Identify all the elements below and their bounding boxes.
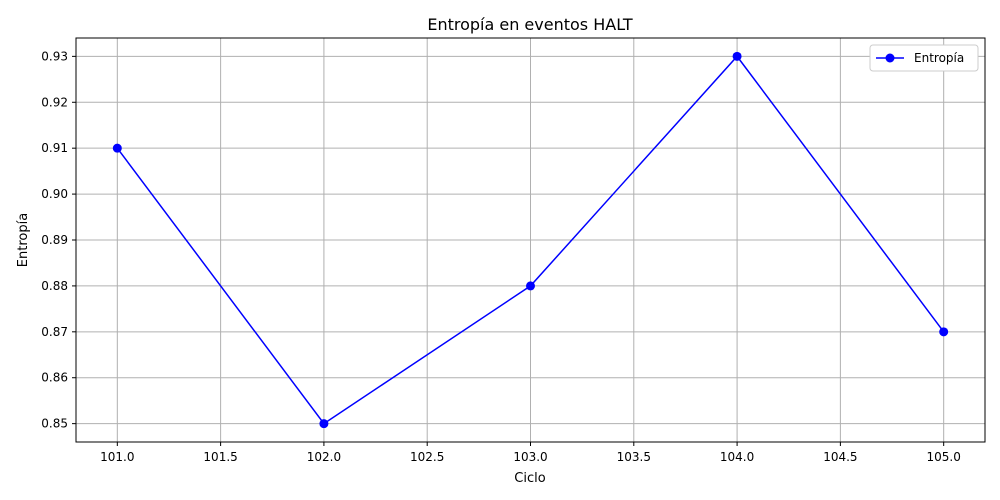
legend-marker-swatch xyxy=(885,53,895,63)
tick-layer: 101.0 101.5 102.0 102.5 103.0 103.5 104.0 104.5… xyxy=(41,49,961,464)
x-tick-label: 105.0 xyxy=(927,450,961,464)
legend: Entropía xyxy=(869,44,979,72)
x-tick-label: 104.0 xyxy=(720,450,754,464)
y-tick-label: 0.87 xyxy=(41,325,68,339)
y-tick-label: 0.92 xyxy=(41,95,68,109)
data-point xyxy=(939,327,949,337)
y-axis-label: Entropía xyxy=(16,213,31,267)
x-tick-label: 103.5 xyxy=(617,450,651,464)
chart-title: Entropía en eventos HALT xyxy=(427,15,633,34)
x-axis-label: Ciclo xyxy=(514,471,545,486)
data-point xyxy=(732,51,742,61)
data-point xyxy=(319,419,329,429)
x-tick-label: 103.0 xyxy=(513,450,547,464)
plot-area-frame xyxy=(75,37,986,443)
x-tick-label: 101.0 xyxy=(100,450,134,464)
y-tick-label: 0.88 xyxy=(41,279,68,293)
grid-layer xyxy=(76,38,985,442)
series-layer xyxy=(112,51,949,429)
x-tick-label: 102.5 xyxy=(410,450,444,464)
x-tick-label: 101.5 xyxy=(203,450,237,464)
y-tick-label: 0.91 xyxy=(41,141,68,155)
y-tick-label: 0.85 xyxy=(41,417,68,431)
data-point xyxy=(112,143,122,153)
x-tick-label: 104.5 xyxy=(823,450,857,464)
x-tick-label: 102.0 xyxy=(307,450,341,464)
y-tick-label: 0.90 xyxy=(41,187,68,201)
legend-frame xyxy=(869,44,979,72)
legend-entry-label: Entropía xyxy=(914,51,964,65)
y-tick-label: 0.86 xyxy=(41,371,68,385)
y-tick-label: 0.89 xyxy=(41,233,68,247)
y-tick-label: 0.93 xyxy=(41,49,68,63)
data-point xyxy=(526,281,535,291)
